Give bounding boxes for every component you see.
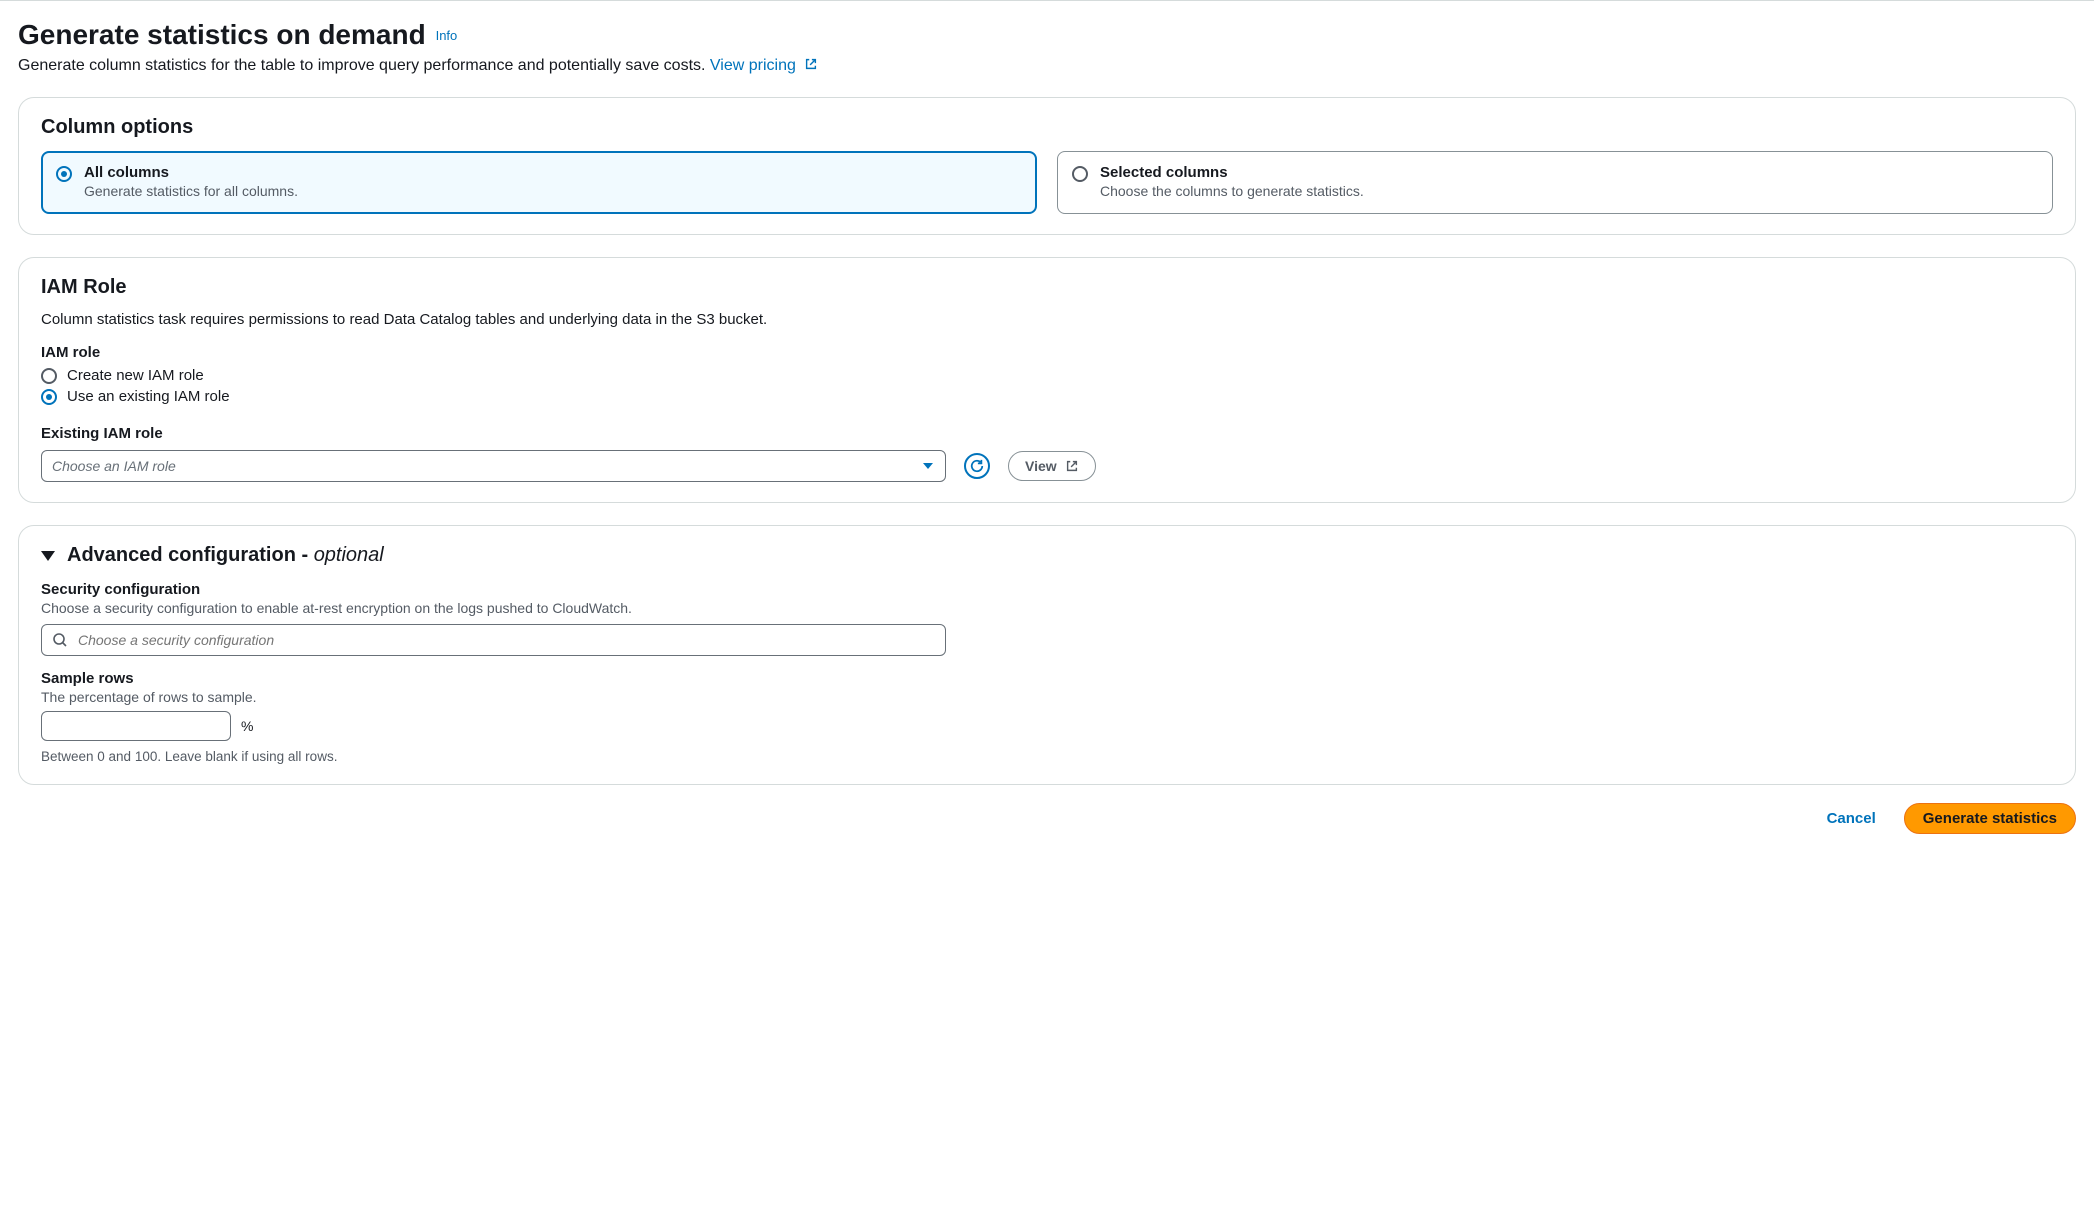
iam-role-subtitle: Column statistics task requires permissi… — [41, 311, 2053, 328]
radio-icon — [1072, 166, 1088, 182]
column-options-tiles: All columns Generate statistics for all … — [41, 151, 2053, 214]
select-placeholder: Choose an IAM role — [52, 458, 176, 474]
search-icon — [52, 632, 68, 648]
view-pricing-label: View pricing — [710, 57, 796, 74]
expand-toggle-icon — [41, 551, 55, 561]
advanced-config-panel: Advanced configuration - optional Securi… — [18, 525, 2076, 785]
tile-all-columns[interactable]: All columns Generate statistics for all … — [41, 151, 1037, 214]
sample-rows-hint: Between 0 and 100. Leave blank if using … — [41, 749, 2053, 764]
page-title: Generate statistics on demand — [18, 19, 426, 50]
info-link[interactable]: Info — [436, 28, 458, 43]
radio-icon — [41, 368, 57, 384]
sample-rows-row: % — [41, 711, 2053, 741]
column-options-title: Column options — [41, 116, 2053, 139]
refresh-button[interactable] — [964, 453, 990, 479]
sample-rows-label: Sample rows — [41, 670, 2053, 687]
chevron-down-icon — [923, 463, 933, 469]
tile-selected-columns-title: Selected columns — [1100, 164, 1364, 181]
tile-selected-columns-desc: Choose the columns to generate statistic… — [1100, 183, 1364, 199]
refresh-icon — [970, 459, 984, 473]
column-options-panel: Column options All columns Generate stat… — [18, 97, 2076, 235]
security-config-input[interactable] — [76, 631, 935, 649]
view-button-label: View — [1025, 458, 1057, 474]
footer-actions: Cancel Generate statistics — [18, 803, 2076, 834]
radio-existing-label: Use an existing IAM role — [67, 388, 230, 405]
iam-role-radio-list: Create new IAM role Use an existing IAM … — [41, 367, 2053, 405]
radio-create-new-iam-role[interactable]: Create new IAM role — [41, 367, 2053, 384]
radio-use-existing-iam-role[interactable]: Use an existing IAM role — [41, 388, 2053, 405]
radio-icon — [41, 389, 57, 405]
advanced-title-text: Advanced configuration — [67, 544, 296, 566]
existing-iam-role-label: Existing IAM role — [41, 425, 2053, 442]
view-button[interactable]: View — [1008, 451, 1096, 481]
advanced-title-sep: - — [296, 544, 314, 566]
iam-role-panel: IAM Role Column statistics task requires… — [18, 257, 2076, 503]
security-config-select[interactable] — [41, 624, 946, 656]
page-header: Generate statistics on demand Info Gener… — [18, 19, 2076, 75]
cancel-button[interactable]: Cancel — [1821, 809, 1882, 828]
iam-role-title: IAM Role — [41, 276, 2053, 299]
advanced-config-title: Advanced configuration - optional — [67, 544, 384, 567]
page-subtitle-row: Generate column statistics for the table… — [18, 57, 2076, 75]
security-config-desc: Choose a security configuration to enabl… — [41, 600, 2053, 616]
sample-rows-unit: % — [241, 718, 253, 734]
radio-icon — [56, 166, 72, 182]
existing-iam-role-select[interactable]: Choose an IAM role — [41, 450, 946, 482]
page-subtitle: Generate column statistics for the table… — [18, 57, 705, 74]
view-pricing-link[interactable]: View pricing — [710, 57, 818, 74]
external-link-icon — [804, 57, 818, 71]
tile-all-columns-title: All columns — [84, 164, 298, 181]
existing-iam-role-row: Choose an IAM role View — [41, 450, 2053, 482]
security-config-label: Security configuration — [41, 581, 2053, 598]
external-link-icon — [1065, 459, 1079, 473]
radio-create-label: Create new IAM role — [67, 367, 204, 384]
advanced-config-header[interactable]: Advanced configuration - optional — [41, 544, 2053, 567]
sample-rows-desc: The percentage of rows to sample. — [41, 689, 2053, 705]
iam-role-field-label: IAM role — [41, 344, 2053, 361]
advanced-optional-text: optional — [314, 544, 384, 566]
sample-rows-input[interactable] — [41, 711, 231, 741]
tile-all-columns-desc: Generate statistics for all columns. — [84, 183, 298, 199]
generate-statistics-button[interactable]: Generate statistics — [1904, 803, 2076, 834]
tile-selected-columns[interactable]: Selected columns Choose the columns to g… — [1057, 151, 2053, 214]
